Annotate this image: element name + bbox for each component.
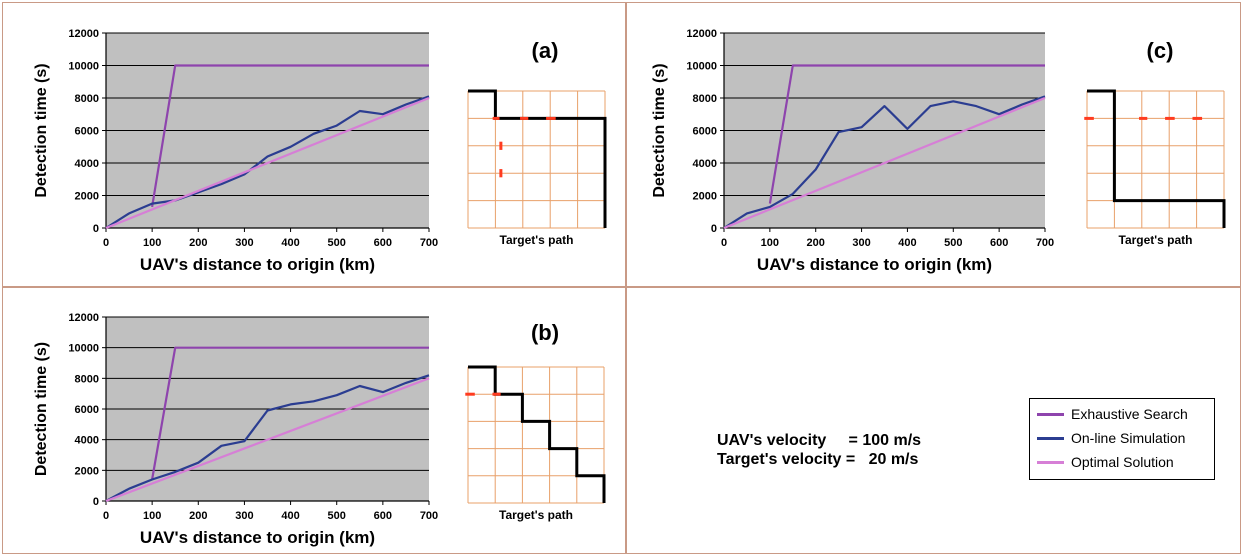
x-tick-label: 200	[189, 237, 207, 249]
on-line-simulation-line	[105, 374, 430, 502]
legend-swatch-optimal	[1037, 460, 1064, 464]
y-axis-title: Detection time (s)	[33, 342, 50, 476]
x-tick-label: 300	[235, 237, 253, 249]
y-tick-label: 10000	[68, 343, 99, 355]
velocity-info: UAV's velocity = 100 m/s Target's velocit…	[717, 431, 921, 469]
x-tick-label: 600	[374, 510, 392, 522]
chart-c-svg: 0 2000 4000 6000 8000 10000 12000 0 100 200 300 400…	[651, 28, 1226, 274]
on-line-simulation-line	[105, 95, 430, 229]
y-tick-label: 0	[711, 223, 717, 235]
x-tick-label: 200	[807, 237, 825, 249]
x-tick-label: 100	[143, 510, 161, 522]
legend-item-optimal-solution: Optimal Solution	[1037, 451, 1174, 473]
legend-label-exhaustive: Exhaustive Search	[1071, 406, 1188, 422]
y-tick-label: 2000	[75, 465, 99, 477]
x-tick-label: 600	[374, 237, 392, 249]
x-tick-label: 600	[990, 237, 1008, 249]
target-velocity-text: Target's velocity = 20 m/s	[717, 451, 919, 468]
legend-panel: UAV's velocity = 100 m/s Target's velocit…	[626, 287, 1241, 554]
x-axis-title: UAV's distance to origin (km)	[757, 255, 992, 274]
y-tick-label: 2000	[693, 191, 717, 203]
target-path-line	[468, 365, 606, 503]
exhaustive-search-line	[151, 346, 429, 480]
y-axis-title: Detection time (s)	[651, 63, 668, 197]
panel-label: (c)	[1147, 38, 1174, 63]
y-tick-label: 4000	[75, 435, 99, 447]
x-tick-label: 400	[898, 237, 916, 249]
optimal-solution-line	[723, 96, 1046, 230]
panel-c: 0 2000 4000 6000 8000 10000 12000 0 100 200 300 400…	[626, 2, 1241, 287]
y-tick-label: 0	[93, 496, 99, 508]
exhaustive-search-line	[151, 64, 429, 208]
x-tick-label: 300	[235, 510, 253, 522]
y-tick-label: 4000	[75, 158, 99, 170]
y-axis-title: Detection time (s)	[33, 63, 50, 197]
legend-swatch-online	[1037, 436, 1064, 440]
y-tick-label: 6000	[75, 126, 99, 138]
chart-a-svg: 0 2000 4000 6000 8000 10000 12000 0 100 200 300 400…	[33, 28, 607, 274]
panel-b: 0 2000 4000 6000 8000 10000 12000 0 100 200 300 400…	[2, 287, 626, 554]
optimal-solution-line	[105, 377, 430, 503]
legend-label-online: On-line Simulation	[1071, 430, 1186, 446]
exhaustive-search-line	[768, 64, 1045, 204]
x-tick-label: 400	[281, 510, 299, 522]
y-tick-label: 8000	[75, 373, 99, 385]
y-tick-label: 4000	[693, 158, 717, 170]
x-tick-label: 700	[420, 237, 438, 249]
legend-swatch-exhaustive	[1037, 412, 1064, 416]
x-tick-label: 0	[103, 237, 109, 249]
y-tick-label: 2000	[75, 191, 99, 203]
legend-item-exhaustive-search: Exhaustive Search	[1037, 403, 1188, 425]
y-tick-label: 12000	[68, 28, 99, 40]
legend-label-optimal: Optimal Solution	[1071, 454, 1174, 470]
y-tick-label: 0	[93, 223, 99, 235]
x-tick-label: 100	[761, 237, 779, 249]
target-path-caption: Target's path	[499, 508, 573, 522]
x-tick-label: 0	[721, 237, 727, 249]
x-tick-label: 500	[328, 510, 346, 522]
x-tick-label: 500	[944, 237, 962, 249]
legend: Exhaustive Search On-line Simulation Opt…	[1029, 398, 1215, 480]
y-tick-label: 6000	[75, 404, 99, 416]
legend-item-online-simulation: On-line Simulation	[1037, 427, 1185, 449]
uav-velocity-text: UAV's velocity = 100 m/s	[717, 432, 922, 449]
y-tick-label: 10000	[686, 61, 717, 73]
x-tick-label: 200	[189, 510, 207, 522]
x-axis-title: UAV's distance to origin (km)	[140, 528, 375, 547]
target-path-line	[468, 89, 607, 228]
panel-a: 0 2000 4000 6000 8000 10000 12000 0 100 200 300 400…	[2, 2, 626, 287]
x-tick-label: 300	[852, 237, 870, 249]
y-tick-label: 10000	[68, 61, 99, 73]
x-axis-title: UAV's distance to origin (km)	[140, 255, 375, 274]
y-tick-label: 8000	[693, 93, 717, 105]
y-tick-label: 12000	[68, 312, 99, 324]
x-tick-label: 500	[328, 237, 346, 249]
y-tick-label: 6000	[693, 126, 717, 138]
y-tick-label: 8000	[75, 93, 99, 105]
x-tick-label: 700	[1036, 237, 1054, 249]
target-path-caption: Target's path	[500, 233, 574, 247]
x-tick-label: 700	[420, 510, 438, 522]
y-tick-label: 12000	[686, 28, 717, 40]
panel-label: (b)	[531, 320, 559, 345]
optimal-solution-line	[105, 96, 430, 230]
target-path-caption: Target's path	[1119, 233, 1193, 247]
panel-label: (a)	[532, 38, 559, 63]
chart-b-svg: 0 2000 4000 6000 8000 10000 12000 0 100 200 300 400…	[33, 312, 606, 547]
x-tick-label: 100	[143, 237, 161, 249]
on-line-simulation-line	[723, 95, 1046, 229]
x-tick-label: 0	[103, 510, 109, 522]
x-tick-label: 400	[281, 237, 299, 249]
target-path-line	[1087, 89, 1226, 228]
